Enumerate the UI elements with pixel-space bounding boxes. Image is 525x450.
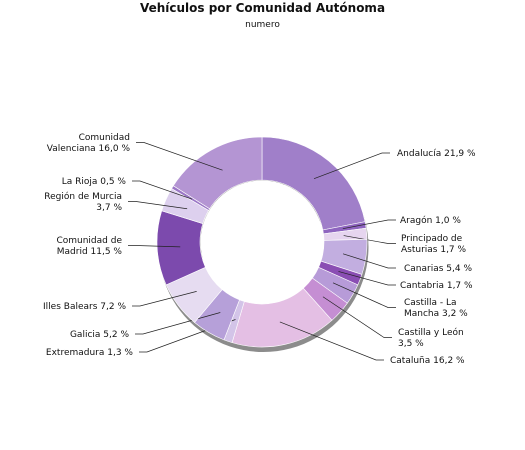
slice-label: Extremadura 1,3 % bbox=[46, 348, 134, 358]
slice-label: Castilla y León 3,5 % bbox=[398, 327, 464, 349]
slice-label: Canarias 5,4 % bbox=[404, 264, 472, 274]
slice-label: Cantabria 1,7 % bbox=[400, 281, 473, 291]
slice-label: Andalucía 21,9 % bbox=[397, 149, 476, 159]
leader-line bbox=[132, 180, 193, 200]
pie-slice bbox=[172, 136, 263, 210]
leader-line bbox=[128, 245, 181, 248]
leader-line bbox=[338, 271, 396, 286]
slice-label: Galicia 5,2 % bbox=[70, 330, 129, 340]
slice-label: Castilla - La Mancha 3,2 % bbox=[404, 298, 468, 319]
slice-label: Comunidad Valenciana 16,0 % bbox=[47, 133, 131, 154]
slice-label: Región de Murcia 3,7 % bbox=[44, 191, 122, 213]
leader-line bbox=[342, 253, 396, 269]
chart-title: Vehículos por Comunidad Autónoma bbox=[139, 1, 386, 15]
leader-line bbox=[332, 282, 396, 308]
leader-line bbox=[322, 296, 392, 338]
slice-label: Illes Balears 7,2 % bbox=[43, 302, 126, 312]
leader-line bbox=[132, 291, 197, 307]
leader-line bbox=[128, 201, 188, 210]
leader-line bbox=[342, 219, 396, 230]
slice-label: La Rioja 0,5 % bbox=[62, 177, 127, 187]
slice-label: Cataluña 16,2 % bbox=[390, 356, 465, 366]
leader-line bbox=[279, 321, 384, 361]
leader-line bbox=[343, 235, 396, 244]
slice-label: Comunidad de Madrid 11,5 % bbox=[56, 236, 122, 257]
leader-line bbox=[136, 142, 223, 171]
leader-line bbox=[313, 152, 390, 180]
donut-hole bbox=[200, 180, 324, 304]
slice-label: Principado de Asturias 1,7 % bbox=[401, 234, 467, 255]
chart-subtitle: numero bbox=[245, 20, 280, 30]
slice-label: Aragón 1,0 % bbox=[400, 215, 461, 226]
